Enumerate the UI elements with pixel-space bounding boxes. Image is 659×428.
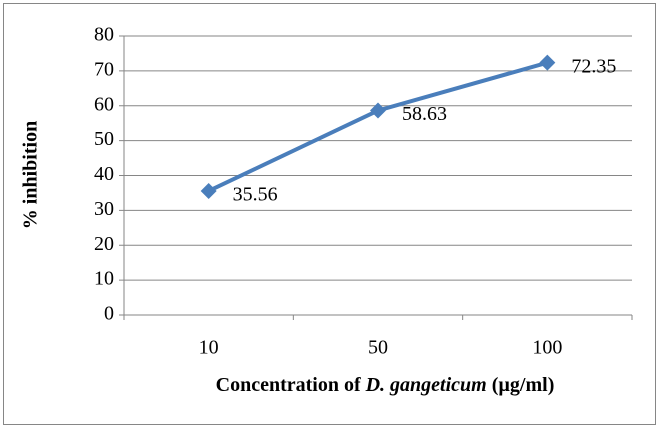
y-axis-label: % inhibition	[20, 121, 42, 229]
x-axis-label: Concentration of D. gangeticum (µg/ml)	[216, 374, 555, 396]
y-tick-label: 30	[94, 198, 114, 220]
y-tick-label: 60	[94, 93, 114, 115]
data-label: 58.63	[402, 103, 447, 125]
x-axis-label-part: (µg/ml)	[487, 374, 555, 396]
y-tick-label: 50	[94, 128, 114, 150]
y-tick-label: 20	[94, 233, 114, 255]
data-point	[370, 102, 386, 119]
y-tick-label: 10	[94, 268, 114, 290]
y-tick-label: 40	[94, 163, 114, 185]
x-axis-label-part: Concentration of	[216, 374, 366, 396]
data-label: 35.56	[233, 184, 278, 206]
x-tick-label: 50	[368, 337, 388, 359]
y-tick-label: 0	[104, 303, 114, 325]
data-point	[539, 54, 556, 71]
y-tick-label: 70	[94, 58, 114, 80]
y-tick-label: 80	[94, 24, 114, 46]
data-label: 72.35	[571, 55, 616, 77]
x-axis-label-part: D. gangeticum	[365, 374, 487, 396]
data-point	[200, 182, 217, 199]
x-tick-label: 10	[199, 337, 219, 359]
x-tick-label: 100	[532, 337, 562, 359]
chart-border	[3, 3, 656, 425]
